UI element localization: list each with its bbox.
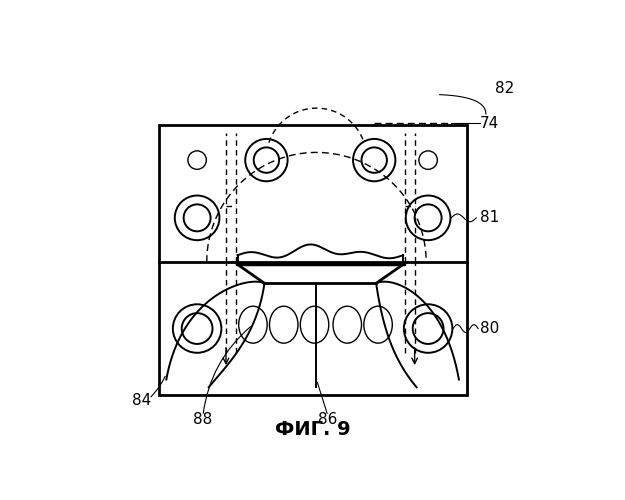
Text: 74: 74 xyxy=(480,116,499,130)
Text: 81: 81 xyxy=(480,210,499,226)
Text: ФИГ. 9: ФИГ. 9 xyxy=(275,420,351,439)
Text: 88: 88 xyxy=(193,412,213,428)
Text: 82: 82 xyxy=(496,82,515,96)
Bar xyxy=(159,126,467,395)
Text: 86: 86 xyxy=(318,412,338,428)
Text: 84: 84 xyxy=(132,393,151,408)
Text: 80: 80 xyxy=(480,321,499,336)
